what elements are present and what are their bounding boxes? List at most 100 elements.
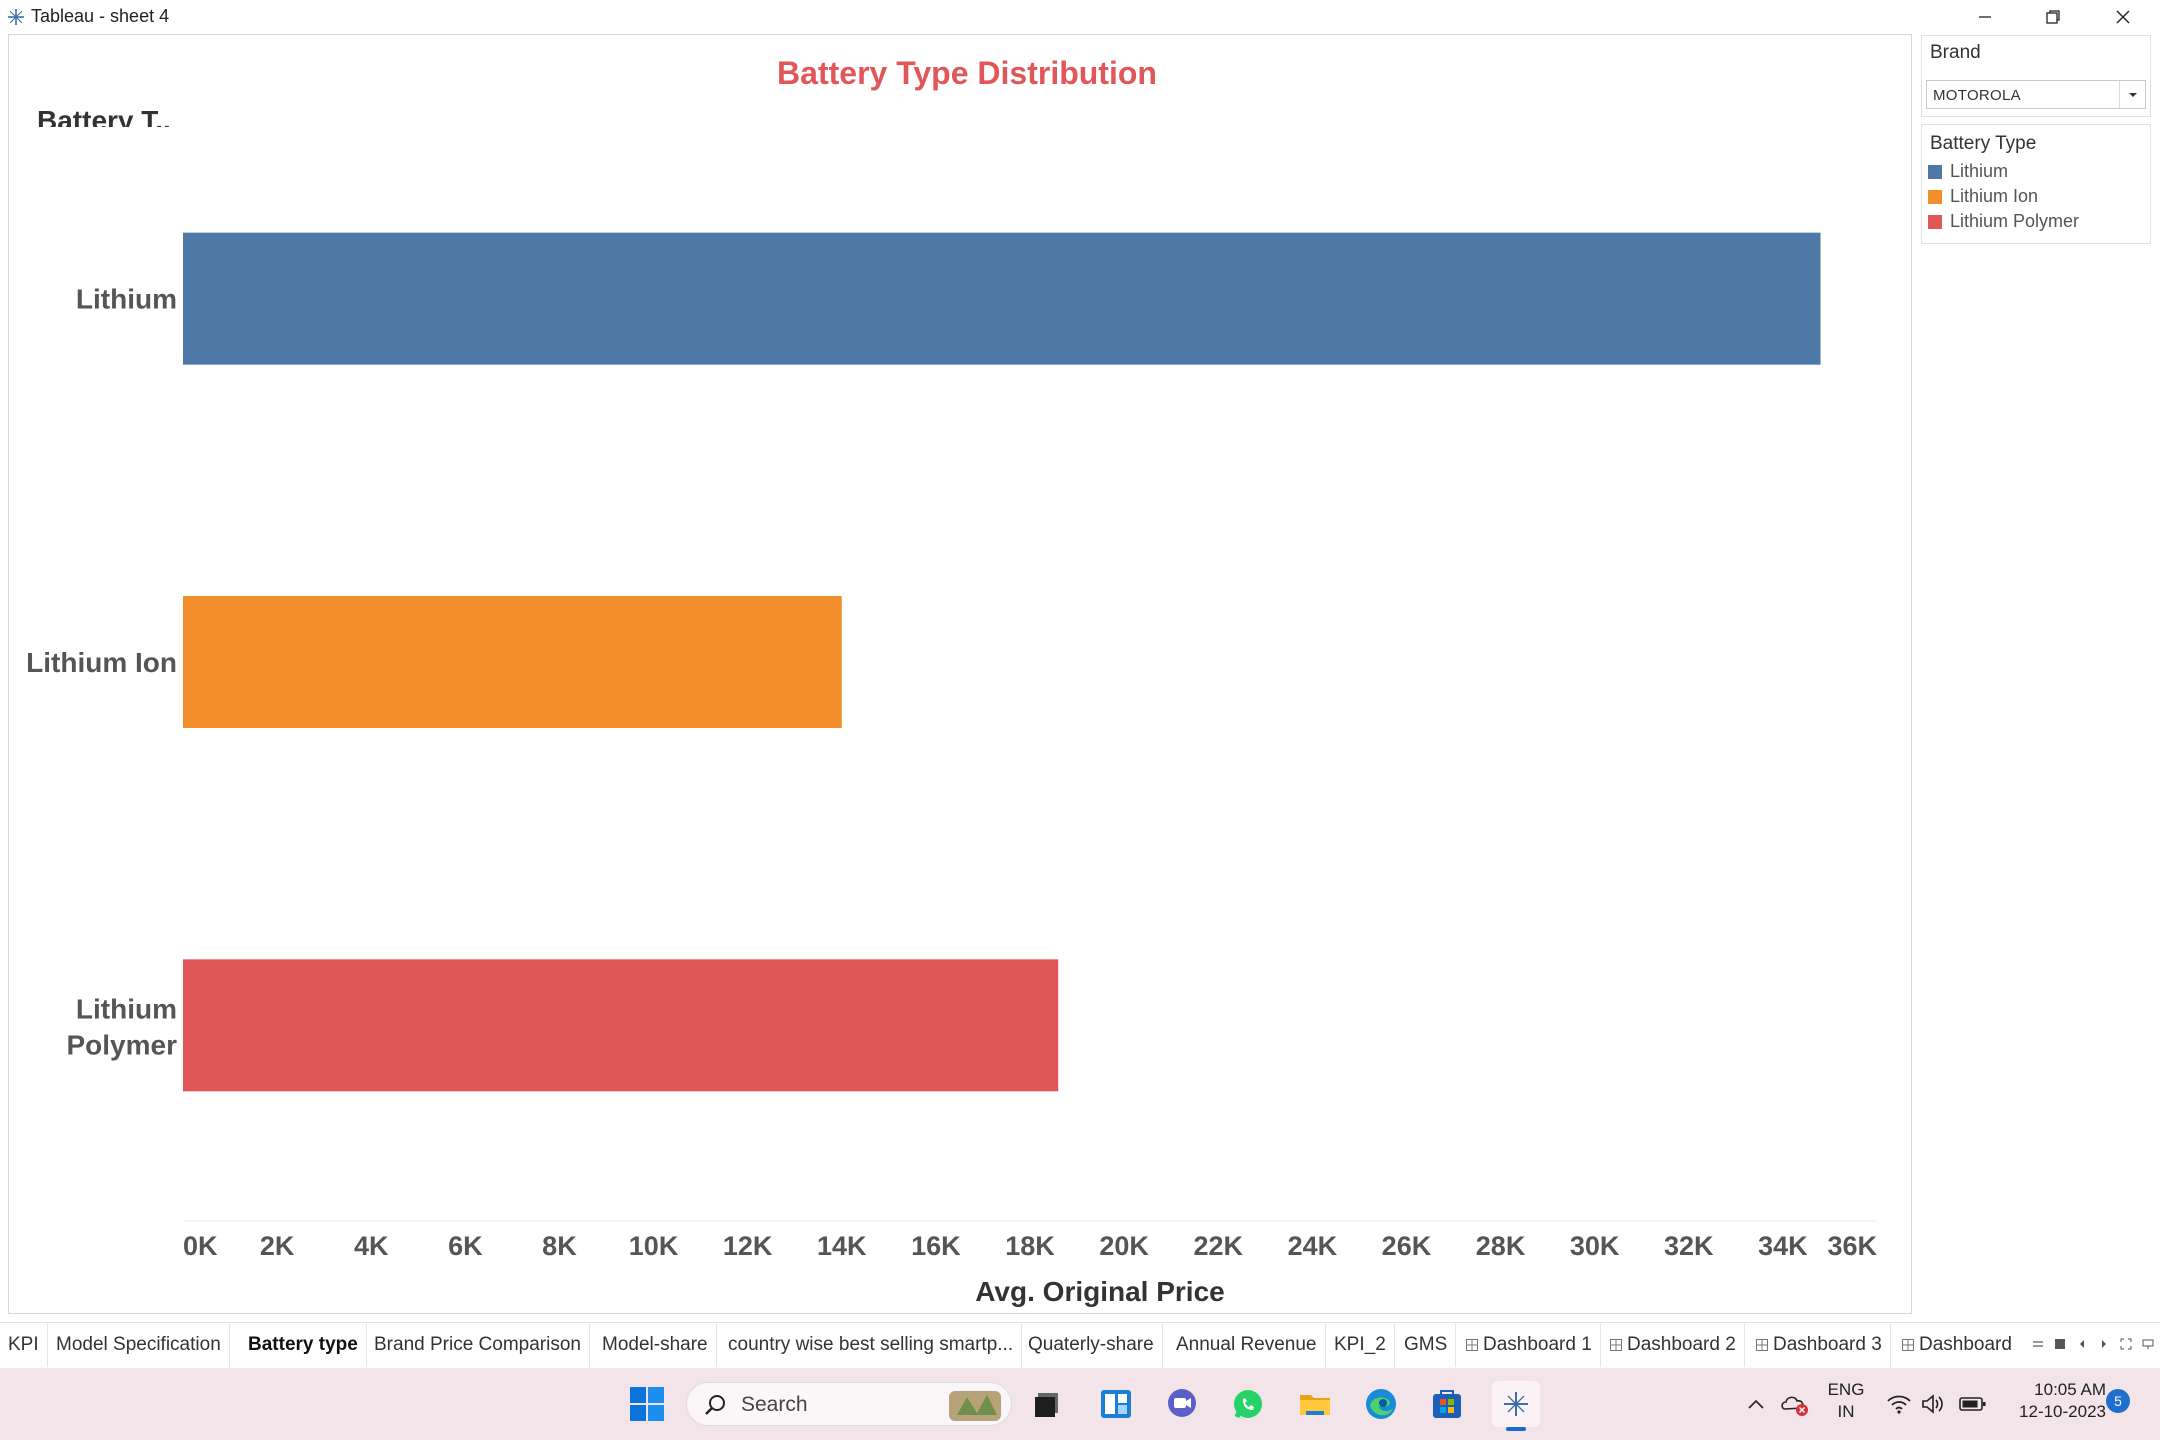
tab-label: Brand Price Comparison [374,1334,581,1355]
tab-label: Dashboard 2 [1627,1334,1736,1355]
clock[interactable]: 10:05 AM 12-10-2023 [2000,1380,2106,1422]
x-tick-label: 16K [911,1231,961,1261]
legend-item-lithium-ion[interactable]: Lithium Ion [1922,184,2150,209]
rows-axis-header[interactable]: Battery T.. [37,93,187,127]
legend-label: Lithium Polymer [1950,211,2080,231]
x-tick-label: 34K [1758,1231,1808,1261]
battery-icon[interactable] [1956,1384,1990,1424]
widgets-icon[interactable] [1096,1384,1136,1424]
tab-dashboard-3[interactable]: Dashboard 3 [1748,1323,1891,1367]
x-tick-label: 20K [1099,1231,1149,1261]
clock-date: 12-10-2023 [2019,1402,2106,1421]
taskbar-search-box[interactable]: Search [686,1382,1012,1426]
x-tick-label: 4K [354,1231,389,1261]
legend-label: Lithium Ion [1950,186,2039,206]
rows-axis-header-label: Battery T.. [37,105,171,127]
tab-label: Dashboard [1919,1334,2012,1355]
bar-lithium-polymer[interactable] [183,959,1059,1092]
x-tick-label: 18K [1005,1231,1055,1261]
legend-swatch [1928,164,1942,179]
task-view-icon[interactable] [1027,1384,1067,1424]
tab-country-wise[interactable]: country wise best selling smartp... [720,1323,1023,1367]
x-tick-label: 6K [448,1231,483,1261]
dashboard-icon [1610,1339,1622,1351]
tab-kpi[interactable]: KPI [0,1323,48,1367]
dashboard-icon [1466,1339,1478,1351]
legend-item-lithium-polymer[interactable]: Lithium Polymer [1922,209,2150,234]
x-tick-label: 24K [1288,1231,1338,1261]
tab-kpi-2[interactable]: KPI_2 [1326,1323,1395,1367]
worksheet-view[interactable]: Battery Type Distribution Battery T.. Li… [8,34,1912,1314]
tab-dashboard-1[interactable]: Dashboard 1 [1458,1323,1601,1367]
tableau-icon[interactable] [1492,1381,1540,1431]
tab-annual-revenue[interactable]: Annual Revenue [1168,1323,1326,1367]
tab-label: Model-share [602,1334,708,1355]
brand-filter-card: Brand MOTOROLA [1921,35,2151,117]
minimize-button[interactable] [1950,0,2020,34]
show-tabs-icon[interactable] [2054,1337,2066,1349]
x-tick-label: 14K [817,1231,867,1261]
tab-battery-type[interactable]: Battery type [240,1323,367,1367]
tab-label: Model Specification [56,1334,221,1355]
chevron-down-icon[interactable] [2119,81,2145,108]
clock-time: 10:05 AM [2034,1380,2106,1399]
category-label[interactable]: Lithium Ion [26,647,177,678]
restore-button[interactable] [2018,0,2088,34]
search-label: Search [741,1393,808,1416]
legend-swatch [1928,189,1942,204]
bar-lithium[interactable] [183,232,1821,365]
x-axis-title[interactable]: Avg. Original Price [975,1276,1224,1307]
tab-model-specification[interactable]: Model Specification [48,1323,230,1367]
windows-start-icon[interactable] [627,1384,667,1424]
tab-dashboard-2[interactable]: Dashboard 2 [1602,1323,1745,1367]
bar-chart[interactable]: Lithium Lithium Ion Lithium Polymer 0K 2K 4K 6K… [9,35,1913,1315]
tab-gms[interactable]: GMS [1396,1323,1457,1367]
legend-title: Battery Type [1930,133,2037,154]
microsoft-store-icon[interactable] [1427,1384,1467,1424]
tab-dashboard[interactable]: Dashboard [1894,1323,2020,1367]
close-icon [2116,10,2130,24]
show-hidden-icons-icon[interactable] [1736,1384,1776,1424]
tableau-app-icon [8,9,24,25]
x-tick-label: 0K [183,1231,218,1261]
tab-brand-price-comparison[interactable]: Brand Price Comparison [366,1323,590,1367]
tab-quaterly-share[interactable]: Quaterly-share [1020,1323,1163,1367]
tab-model-share[interactable]: Model-share [594,1323,717,1367]
tab-label: country wise best selling smartp... [728,1334,1014,1355]
x-tick-label: 22K [1193,1231,1243,1261]
volume-icon[interactable] [1918,1384,1948,1424]
show-filmstrip-icon[interactable] [2032,1337,2044,1349]
windows-taskbar: Search ENG IN 10:05 AM [0,1368,2160,1440]
presentation-icon[interactable] [2142,1337,2154,1349]
scroll-tabs-left-icon[interactable] [2076,1337,2088,1349]
edge-icon[interactable] [1361,1384,1401,1424]
file-explorer-icon[interactable] [1295,1384,1335,1424]
restore-icon [2046,10,2060,24]
x-tick-label: 26K [1382,1231,1432,1261]
fullscreen-icon[interactable] [2120,1337,2132,1350]
teams-chat-icon[interactable] [1162,1384,1202,1424]
legend-item-lithium[interactable]: Lithium [1922,159,2150,184]
brand-filter-title: Brand [1930,42,1981,63]
legend-swatch [1928,214,1942,229]
tab-label: Battery type [248,1334,358,1355]
bar-lithium-ion[interactable] [183,596,842,728]
battery-type-legend: Battery Type Lithium Lithium Ion Lithium… [1921,124,2151,244]
search-icon [705,1395,725,1415]
close-button[interactable] [2088,0,2158,34]
tab-label: GMS [1404,1334,1448,1355]
chart-title: Battery Type Distribution [777,55,1157,91]
notification-badge[interactable]: 5 [2106,1389,2130,1413]
category-label[interactable]: Lithium Polymer [67,993,178,1060]
brand-dropdown[interactable]: MOTOROLA [1926,80,2146,109]
language-indicator[interactable]: ENG IN [1820,1380,1872,1422]
onedrive-error-icon[interactable] [1776,1384,1814,1424]
category-label[interactable]: Lithium [76,283,177,314]
whatsapp-icon[interactable] [1228,1384,1268,1424]
tab-navigation [2032,1337,2154,1350]
tab-label: KPI [8,1334,39,1355]
scroll-tabs-right-icon[interactable] [2098,1337,2110,1349]
x-tick-label: 8K [542,1231,577,1261]
wifi-icon[interactable] [1884,1384,1914,1424]
dashboard-icon [1756,1339,1768,1351]
